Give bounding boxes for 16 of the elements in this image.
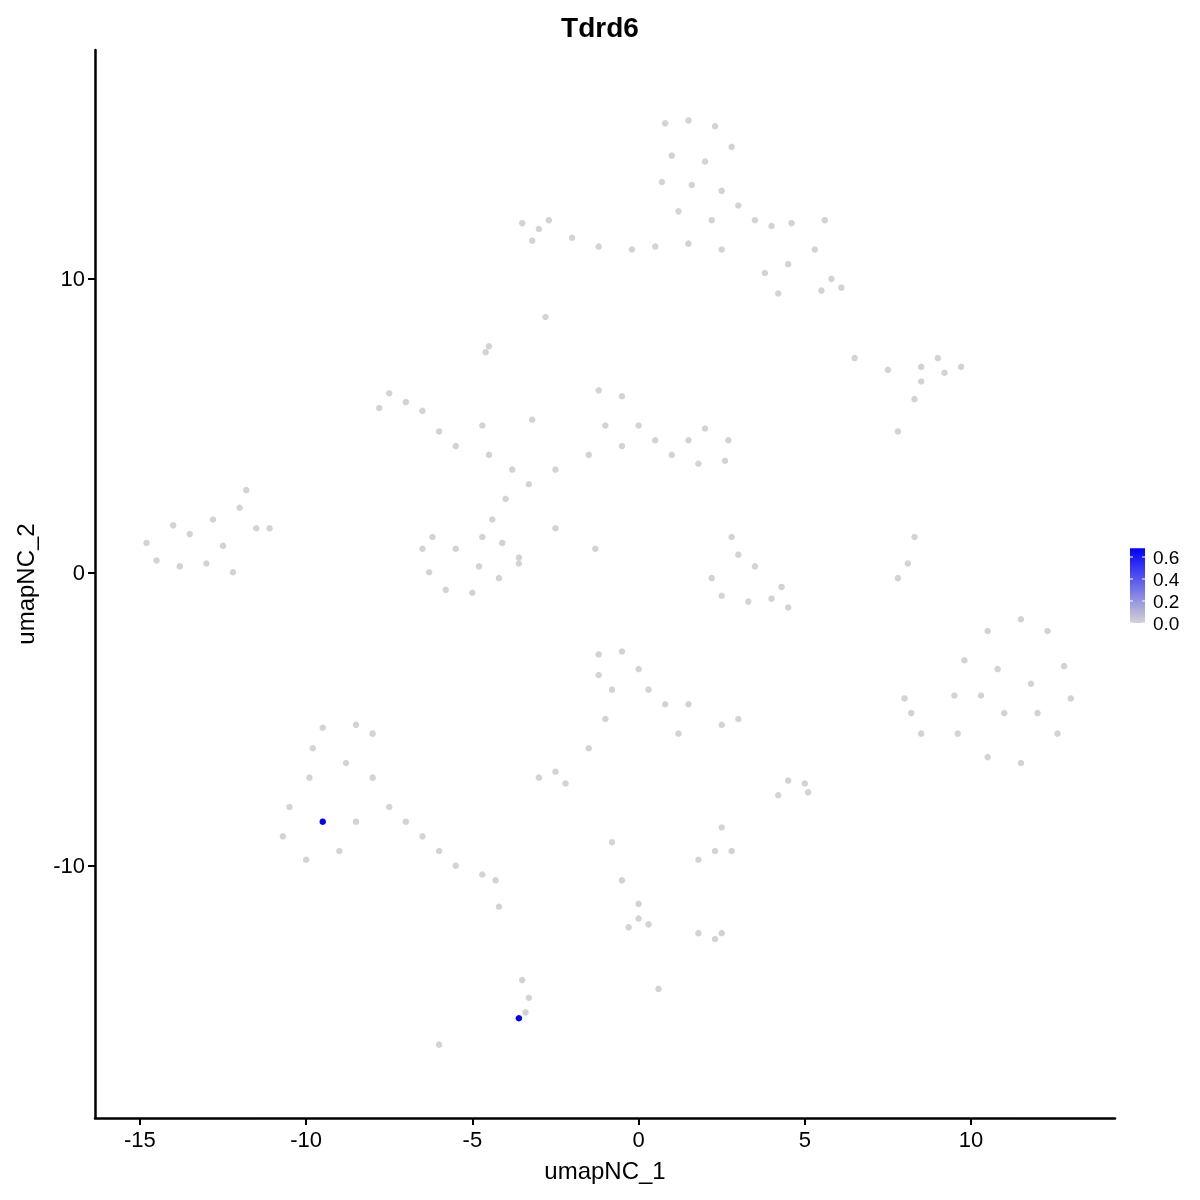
color-bar-label: 0.4: [1153, 568, 1180, 590]
x-tick-label: -10: [290, 1126, 323, 1152]
chart-title: Tdrd6: [561, 11, 639, 43]
x-tick-label: -5: [462, 1126, 483, 1152]
x-tick-label: 10: [958, 1126, 984, 1152]
color-bar-label: 0.6: [1153, 546, 1180, 568]
y-axis-title: umapNC_2: [11, 523, 39, 645]
color-bar-label: 0.2: [1153, 590, 1180, 612]
color-bar-label: 0.0: [1153, 612, 1180, 634]
x-axis-title: umapNC_1: [544, 1156, 666, 1184]
x-tick-label: 5: [798, 1126, 811, 1152]
y-tick-label: -10: [53, 853, 85, 879]
y-tick-label: 0: [72, 559, 85, 585]
y-tick-label: 10: [60, 266, 85, 292]
x-tick-label: 0: [632, 1126, 645, 1152]
x-tick-label: -15: [123, 1126, 156, 1152]
